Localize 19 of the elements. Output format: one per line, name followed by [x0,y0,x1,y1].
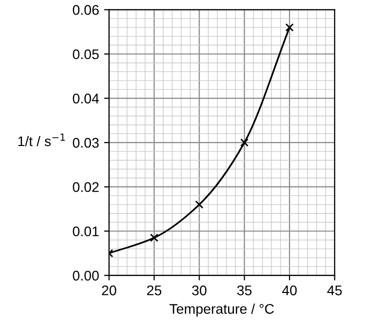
y-tick-label: 0.06 [72,5,99,15]
y-tick-label: 0.03 [72,138,99,148]
point [240,138,249,147]
x-tick-label: 45 [327,286,342,296]
point [285,23,294,32]
x-tick-label: 40 [282,285,297,296]
point [150,234,158,242]
y-axis-title: 1/t / s$^{−1}$ [18,134,65,146]
y-tick-label: 0.05 [72,49,99,60]
x-tick-label: 25 [147,285,162,296]
y-tick-label: 0.04 [72,94,99,104]
y-tick-label: 0.02 [72,182,99,192]
x-tick-label: 20 [102,285,116,296]
point [195,200,204,209]
x-tick-label: 35 [237,285,252,296]
x-tick-label: 30 [192,285,206,296]
x-axis-title: Temperature / °C [170,304,274,317]
y-tick-label: 0.01 [72,226,99,236]
y-tick-label: 0.00 [72,270,99,281]
